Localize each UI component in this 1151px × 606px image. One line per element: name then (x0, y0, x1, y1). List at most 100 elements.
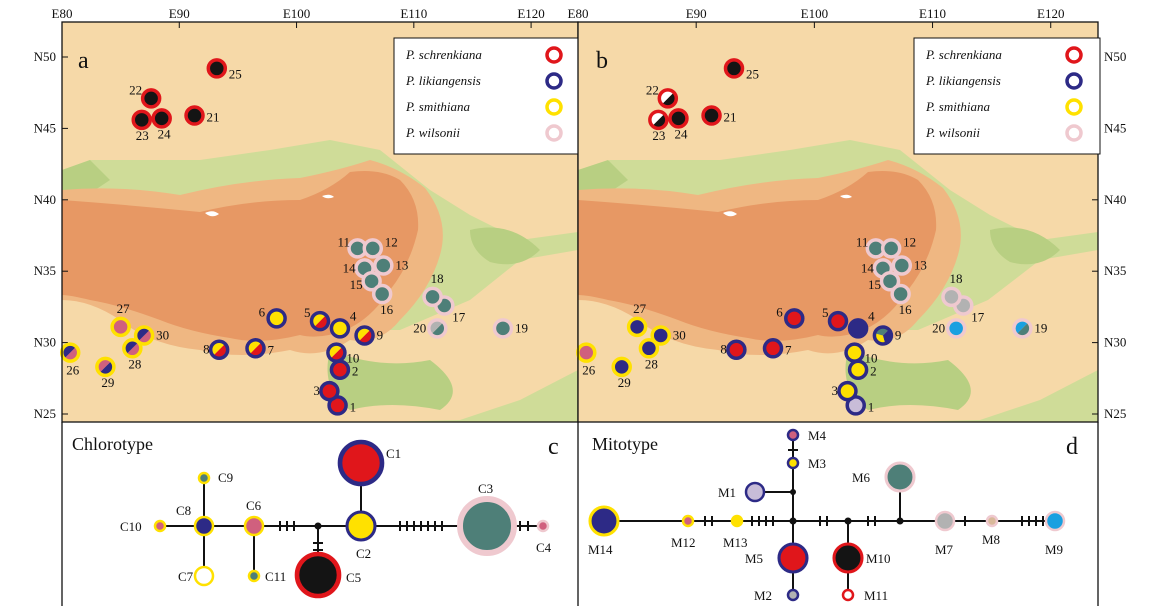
site-marker (133, 325, 155, 346)
site-label: 6 (259, 304, 266, 319)
haplotype-node (786, 456, 800, 470)
site-label: 19 (1034, 320, 1047, 335)
network-nodes: M1 M2 M3 M4 M5 M6 M7 M8 M9 M10 M11 M12 M13 M14 (588, 428, 1066, 603)
site-marker (657, 88, 679, 109)
x-tick-label: E100 (801, 6, 828, 21)
site-label: 2 (870, 364, 877, 379)
haplotype-label: C8 (176, 503, 191, 518)
y-tick-label: N40 (1104, 192, 1126, 207)
site-label: 20 (413, 320, 426, 335)
site-label: 4 (350, 308, 357, 323)
site-marker (151, 108, 172, 129)
x-tick-label: E120 (1037, 6, 1064, 21)
site-label: 21 (207, 110, 220, 125)
legend-ring-icon (545, 124, 563, 142)
site-label: 28 (128, 356, 141, 371)
haplotype-node (536, 519, 550, 533)
site-marker (611, 356, 632, 378)
y-tick-label: N35 (34, 263, 56, 278)
haplotype-label: M13 (723, 535, 748, 550)
x-tick-label: E110 (400, 6, 427, 21)
site-marker (95, 356, 116, 378)
site-label: 6 (776, 304, 783, 319)
legend-ring-icon (1065, 72, 1083, 90)
site-label: 8 (720, 342, 727, 357)
site-label: 19 (515, 320, 528, 335)
lake (322, 194, 334, 199)
lake (840, 194, 852, 199)
y-tick-label: N30 (34, 335, 56, 350)
haplotype-node (247, 569, 261, 583)
site-marker (638, 338, 660, 359)
site-label: 3 (313, 383, 320, 398)
network-title: Mitotype (592, 434, 658, 454)
network-nodes: C1 C2 C3 C4 C5 C6 C7 C8 C9 C10 C11 (120, 439, 552, 599)
site-marker (668, 108, 689, 129)
site-label: 11 (856, 234, 869, 249)
x-tick-label: E100 (283, 6, 310, 21)
network-edges (604, 435, 1055, 595)
site-label: 18 (949, 271, 962, 286)
site-marker (110, 316, 131, 338)
site-label: 1 (350, 399, 357, 414)
site-label: 10 (346, 351, 359, 366)
y-tick-label: N30 (1104, 335, 1126, 350)
site-label: 12 (385, 234, 398, 249)
site-label: 7 (268, 342, 275, 357)
site-label: 4 (868, 308, 875, 323)
site-label: 23 (136, 128, 149, 143)
lake (205, 211, 219, 217)
haplotype-node (730, 514, 744, 528)
site-marker (945, 318, 967, 339)
haplotype-label: M9 (1045, 542, 1063, 557)
haplotype-label: M6 (852, 470, 871, 485)
site-marker (576, 342, 597, 363)
haplotype-node (243, 515, 265, 537)
haplotype-label: C7 (178, 569, 194, 584)
site-label: 14 (861, 260, 875, 275)
site-marker (122, 338, 143, 359)
site-marker (723, 58, 745, 79)
haplotype-label: C10 (120, 519, 142, 534)
site-label: 8 (203, 342, 210, 357)
site-marker (206, 58, 228, 79)
legend-label: P. wilsonii (405, 125, 460, 140)
haplotype-label: C9 (218, 470, 233, 485)
haplotype-node (193, 515, 215, 537)
site-label: 22 (646, 82, 659, 97)
site-label: 25 (229, 66, 242, 81)
haplotype-label: M10 (866, 551, 891, 566)
haplotype-label: C1 (386, 446, 401, 461)
site-label: 18 (431, 271, 444, 286)
site-label: 23 (652, 128, 665, 143)
site-marker (784, 308, 805, 329)
lake (723, 211, 737, 217)
haplotype-label: C6 (246, 498, 262, 513)
site-label: 16 (380, 302, 394, 317)
x-tick-label: E110 (919, 6, 946, 21)
legend-ring-icon (545, 46, 563, 64)
y-tick-label: N45 (34, 120, 56, 135)
site-marker (648, 109, 669, 131)
haplotype-node (345, 510, 377, 542)
site-label: 13 (395, 257, 408, 272)
site-label: 14 (343, 260, 357, 275)
chlorotype-network-panel: Chlorotype c C1 C2 C3 C4 C5 C6 C7 C8 C9 C10 C11 (61, 422, 559, 606)
site-marker (208, 339, 230, 360)
haplotype-label: M12 (671, 535, 696, 550)
site-marker (184, 105, 205, 126)
site-label: 7 (785, 342, 792, 357)
x-tick-label: E80 (52, 6, 73, 21)
median-vector (314, 522, 322, 530)
map-frame (577, 21, 1099, 423)
median-vector (896, 517, 904, 525)
haplotype-label: M5 (745, 551, 763, 566)
haplotype-node (337, 439, 385, 487)
site-label: 29 (101, 375, 114, 390)
network-title: Chlorotype (72, 434, 153, 454)
haplotype-label: C4 (536, 540, 552, 555)
haplotype-label: M7 (935, 542, 954, 557)
x-tick-label: E90 (686, 6, 707, 21)
